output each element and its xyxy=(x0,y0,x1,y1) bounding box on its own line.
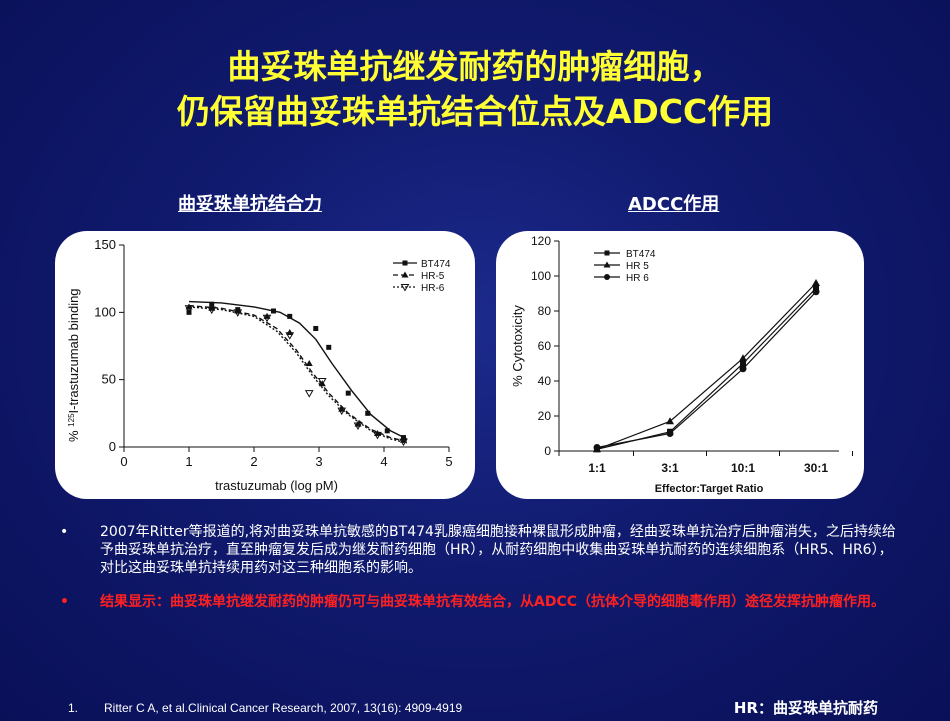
binding-chart-heading: 曲妥珠单抗结合力 xyxy=(178,194,322,215)
adcc-chart-panel: 0 20 40 60 80 100 120 1:1 3:1 10:1 30:1 Effector:Ta… xyxy=(496,231,864,499)
data-point-hr-6 xyxy=(399,438,408,447)
legend-label: HR-6 xyxy=(421,283,445,294)
legend-marker xyxy=(604,274,610,280)
legend-label: HR 6 xyxy=(626,273,649,284)
data-point-hr-6 xyxy=(739,365,747,373)
series-line-hr-6 xyxy=(188,306,407,444)
legend-label: BT474 xyxy=(421,259,451,270)
y-axis-title: % Cytotoxicity xyxy=(510,305,525,387)
bullet-text: 2007年Ritter等报道的,将对曲妥珠单抗敏感的BT474乳腺癌细胞接种裸鼠… xyxy=(100,524,896,576)
data-point-hr-5 xyxy=(286,329,294,336)
slide-title-line-1: 曲妥珠单抗继发耐药的肿瘤细胞， xyxy=(227,47,723,86)
data-point-bt474 xyxy=(271,308,276,314)
data-point-bt474 xyxy=(209,301,215,307)
y-tick-label: 120 xyxy=(531,234,551,248)
data-point-hr-5 xyxy=(739,354,747,362)
series-line-hr-6 xyxy=(596,291,817,449)
x-tick-label: 1 xyxy=(185,454,192,469)
data-point-bt474 xyxy=(313,325,319,331)
x-tick-label: 0 xyxy=(120,454,127,469)
slide-title-line-2: 仍保留曲妥珠单抗结合位点及ADCC作用 xyxy=(176,92,774,131)
legend-label: HR-5 xyxy=(421,271,445,282)
legend-marker xyxy=(402,260,408,266)
data-point-hr-6 xyxy=(373,431,382,440)
series-line-hr-5 xyxy=(596,282,817,450)
y-tick-label: 100 xyxy=(531,269,551,283)
bullet-item-highlight: • 结果显示：曲妥珠单抗继发耐药的肿瘤仍可与曲妥珠单抗有效结合，从ADCC（抗体… xyxy=(60,593,905,611)
data-point-bt474 xyxy=(384,428,390,434)
adcc-chart: 0 20 40 60 80 100 120 1:1 3:1 10:1 30:1 Effector:Ta… xyxy=(510,234,853,495)
data-point-bt474 xyxy=(326,344,332,350)
x-tick-label: 5 xyxy=(445,454,452,469)
legend-marker xyxy=(400,284,410,292)
data-point-hr-5 xyxy=(666,417,674,425)
legend-marker xyxy=(401,271,409,278)
bullet-marker: • xyxy=(60,594,69,610)
data-point-hr-5 xyxy=(318,380,326,387)
x-axis-title: trastuzumab (log pM) xyxy=(215,478,338,493)
data-point-bt474 xyxy=(740,360,746,367)
x-axis-title: Effector:Target Ratio xyxy=(655,483,764,495)
legend-marker xyxy=(604,250,610,256)
data-point-hr-6 xyxy=(593,444,601,451)
x-tick-label: 3:1 xyxy=(661,461,679,475)
data-point-bt474 xyxy=(365,410,371,416)
legend-label: HR 5 xyxy=(626,261,649,272)
data-point-hr-6 xyxy=(317,378,327,386)
x-tick-label: 30:1 xyxy=(804,461,828,475)
series-line-bt474 xyxy=(188,300,408,440)
binding-chart-panel: 0 1 2 3 4 5 0 50 100 150 trastuzumab (log pM)% 125… xyxy=(55,231,475,499)
y-tick-label: 0 xyxy=(544,444,551,458)
x-tick-label: 10:1 xyxy=(731,461,755,475)
x-tick-label: 2 xyxy=(250,454,257,469)
data-point-hr-6 xyxy=(262,314,272,323)
y-tick-label: 80 xyxy=(538,304,552,318)
data-point-hr-6 xyxy=(812,288,820,296)
data-point-hr-5 xyxy=(305,360,313,367)
data-point-hr-5 xyxy=(812,279,820,286)
bullet-text: 结果显示：曲妥珠单抗继发耐药的肿瘤仍可与曲妥珠单抗有效结合，从ADCC（抗体介导… xyxy=(100,594,886,610)
hr-definition-note: HR：曲妥珠单抗耐药 xyxy=(733,699,878,717)
data-point-hr-6 xyxy=(304,390,314,398)
series-line-hr-5 xyxy=(188,304,407,443)
y-tick-label: 60 xyxy=(538,339,552,353)
y-tick-label: 100 xyxy=(94,304,116,319)
x-tick-label: 1:1 xyxy=(588,461,606,475)
x-tick-label: 4 xyxy=(380,454,387,469)
y-axis-title: % 125I-trastuzumab binding xyxy=(66,288,81,442)
y-tick-label: 150 xyxy=(94,237,116,252)
y-tick-label: 40 xyxy=(538,374,552,388)
data-point-hr-6 xyxy=(207,306,217,315)
y-tick-label: 20 xyxy=(538,409,552,423)
y-tick-label: 50 xyxy=(102,372,116,387)
data-point-hr-6 xyxy=(337,407,347,416)
data-point-hr-6 xyxy=(233,309,243,317)
data-point-bt474 xyxy=(287,313,293,319)
data-point-hr-6 xyxy=(353,422,363,430)
series-line-bt474 xyxy=(596,287,817,450)
bullet-list: • 2007年Ritter等报道的,将对曲妥珠单抗敏感的BT474乳腺癌细胞接种… xyxy=(60,523,905,627)
footnote-reference: Ritter C A, et al.Clinical Cancer Resear… xyxy=(104,701,463,715)
data-point-hr-6 xyxy=(184,305,194,313)
adcc-chart-heading: ADCC作用 xyxy=(628,194,720,215)
bullet-item: • 2007年Ritter等报道的,将对曲妥珠单抗敏感的BT474乳腺癌细胞接种… xyxy=(60,523,905,577)
legend-marker xyxy=(603,261,611,268)
data-point-hr-6 xyxy=(666,430,674,437)
data-point-hr-6 xyxy=(285,332,295,340)
footnote-number: 1. xyxy=(68,701,79,715)
y-tick-label: 0 xyxy=(109,439,116,454)
data-point-bt474 xyxy=(345,390,351,396)
bullet-marker: • xyxy=(60,524,69,540)
legend-label: BT474 xyxy=(626,249,656,260)
x-tick-label: 3 xyxy=(315,454,322,469)
